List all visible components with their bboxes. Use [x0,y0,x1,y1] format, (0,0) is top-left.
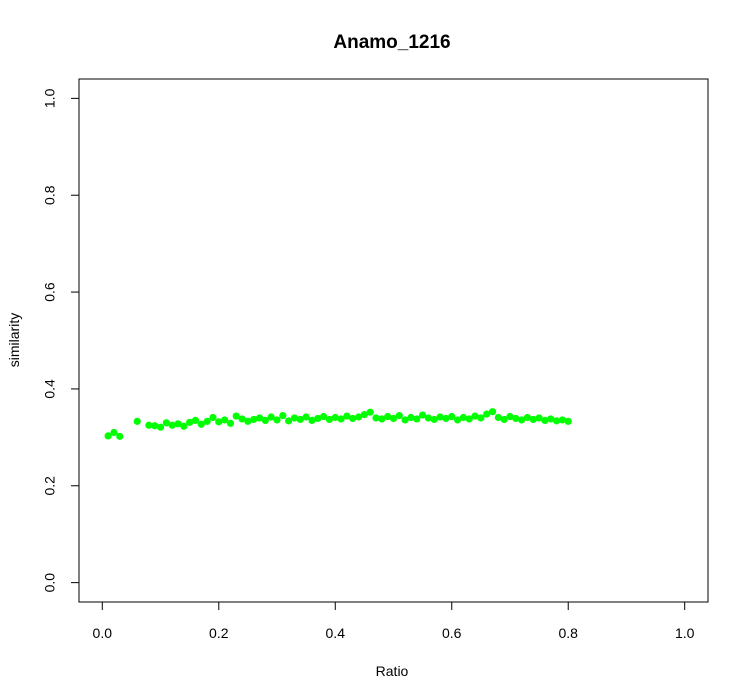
data-point [523,413,532,422]
y-tick-label: 0.4 [42,379,58,399]
data-point [395,411,403,420]
data-point [413,415,421,423]
data-points [104,408,572,440]
data-point [302,413,310,421]
data-point [255,414,264,422]
data-point [506,412,514,421]
data-point [483,410,491,418]
x-axis: 0.0 0.2 0.4 0.6 0.8 1.0 [93,601,695,641]
data-point [244,417,252,425]
data-point [203,417,211,425]
data-point [494,413,502,422]
data-point [471,412,479,420]
data-point [558,416,566,424]
data-point [430,415,438,424]
data-point [209,413,217,422]
data-point [320,412,328,421]
data-point [407,413,415,422]
x-axis-label: Ratio [376,663,409,679]
data-point [331,413,339,422]
data-point [250,415,258,424]
y-tick-label: 0.8 [42,185,58,205]
data-point [104,432,112,440]
data-point [459,413,467,422]
data-point [343,412,351,420]
y-tick-label: 1.0 [42,88,58,108]
data-point [296,415,304,424]
data-point [541,416,549,425]
data-point [180,422,188,430]
data-point [110,428,118,437]
data-point [151,422,159,430]
data-point [308,416,316,425]
y-tick-label: 0.6 [42,282,58,302]
x-tick-label: 0.8 [558,625,578,641]
data-point [529,415,537,424]
data-point [453,416,462,424]
data-point [547,415,555,423]
y-tick-label: 0.0 [42,573,58,593]
data-point [442,414,450,423]
data-point [337,415,345,423]
y-axis-label: similarity [6,313,22,367]
data-point [290,414,299,422]
data-point [401,416,409,424]
data-point [174,420,182,428]
data-point [133,417,141,425]
data-point [535,414,543,422]
plot-frame [78,78,709,603]
data-point [372,414,380,422]
data-point [232,412,240,420]
data-point [285,417,293,425]
data-point [267,413,275,421]
data-point [564,417,572,425]
data-point [279,411,287,420]
data-point [477,414,485,422]
data-point [325,415,334,424]
data-point [500,415,508,424]
data-point [221,416,229,424]
data-point [448,412,456,421]
x-tick-label: 1.0 [675,625,695,641]
data-point [354,413,363,421]
data-point [436,413,444,421]
x-tick-label: 0.2 [209,625,229,641]
data-point [366,408,374,416]
x-tick-label: 0.6 [442,625,462,641]
data-point [116,432,124,440]
data-point [168,421,176,429]
y-tick-label: 0.2 [42,476,58,496]
data-point [378,415,386,423]
data-point [512,414,520,423]
data-point [186,418,194,426]
x-tick-label: 0.0 [93,625,113,641]
y-axis: 0.0 0.2 0.4 0.6 0.8 1.0 [42,88,80,593]
data-point [552,417,561,425]
data-point [419,411,427,419]
data-point [314,414,322,423]
data-point [488,408,497,416]
data-point [465,415,473,423]
data-point [156,423,165,431]
data-point [162,419,170,427]
data-point [238,415,246,423]
x-tick-label: 0.4 [326,625,346,641]
data-point [226,419,235,427]
data-point [389,414,398,423]
data-point [261,416,269,425]
data-point [197,420,205,428]
data-point [191,416,200,425]
data-point [518,416,526,424]
data-point [360,410,368,419]
chart-title: Anamo_1216 [333,32,450,53]
data-point [349,414,357,423]
data-point [384,412,392,421]
data-point [145,421,153,429]
data-point [215,418,223,426]
data-point [424,414,433,422]
data-point [273,416,281,424]
